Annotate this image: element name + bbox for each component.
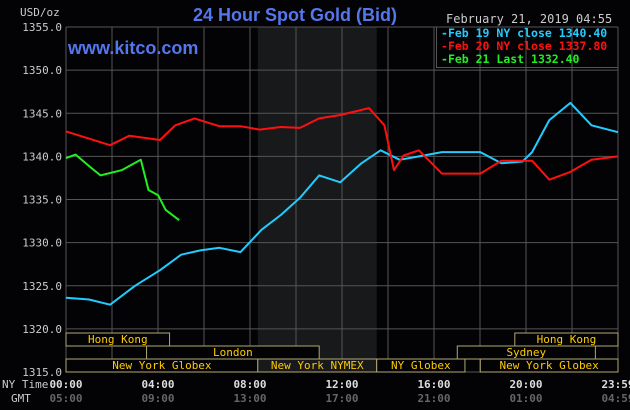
x-axis-label-ny: NY Time [2,378,48,391]
x-tick-label-ny: 20:00 [509,378,542,391]
chart-datetime: February 21, 2019 04:55 [446,12,613,26]
x-tick-label-gmt: 04:59 [601,392,630,405]
session-label: Sydney [506,346,546,359]
y-tick-label: 1345.0 [22,107,62,120]
x-tick-label-ny: 16:00 [417,378,450,391]
x-tick-label-gmt: 17:00 [325,392,358,405]
session-label: Hong Kong [88,333,148,346]
y-tick-label: 1335.0 [22,194,62,207]
x-tick-label-gmt: 05:00 [49,392,82,405]
y-tick-label: 1350.0 [22,64,62,77]
legend-entry-feb21: -Feb 21 Last 1332.40 [441,52,580,66]
x-tick-label-ny: 00:00 [49,378,82,391]
y-tick-label: 1325.0 [22,280,62,293]
y-tick-label: 1355.0 [22,21,62,34]
session-bar [65,332,171,347]
x-tick-label-gmt: 21:00 [417,392,450,405]
session-label: New York Globex [112,359,212,372]
legend-entry-feb19: -Feb 19 NY close 1340.40 [441,26,608,40]
x-tick-label-gmt: 09:00 [141,392,174,405]
session-label: NY Globex [391,359,451,372]
y-tick-label: 1330.0 [22,237,62,250]
x-tick-label-ny: 12:00 [325,378,358,391]
legend-entry-feb20: -Feb 20 NY close 1337.80 [441,39,608,53]
x-axis-label-gmt: GMT [11,392,31,405]
session-bar [376,358,466,373]
legend: -Feb 19 NY close 1340.40 -Feb 20 NY clos… [436,27,618,68]
session-label: New York Globex [499,359,599,372]
x-tick-label-gmt: 01:00 [509,392,542,405]
y-tick-label: 1340.0 [22,150,62,163]
site-watermark[interactable]: www.kitco.com [68,38,199,58]
x-tick-label-ny: 04:00 [141,378,174,391]
x-tick-label-ny: 23:59 [601,378,630,391]
session-label: New York NYMEX [271,359,364,372]
series-line-2 [65,107,619,181]
x-tick-label-ny: 08:00 [233,378,266,391]
session-bar [514,332,619,347]
y-tick-label: 1315.0 [22,366,62,379]
series-line-1 [65,101,619,306]
x-tick-label-gmt: 13:00 [233,392,266,405]
session-label: Hong Kong [537,333,597,346]
session-label: London [213,346,253,359]
y-axis-units: USD/oz [20,6,60,19]
y-tick-label: 1320.0 [22,323,62,336]
chart-title: 24 Hour Spot Gold (Bid) [193,5,397,25]
series-line-3 [65,153,180,221]
